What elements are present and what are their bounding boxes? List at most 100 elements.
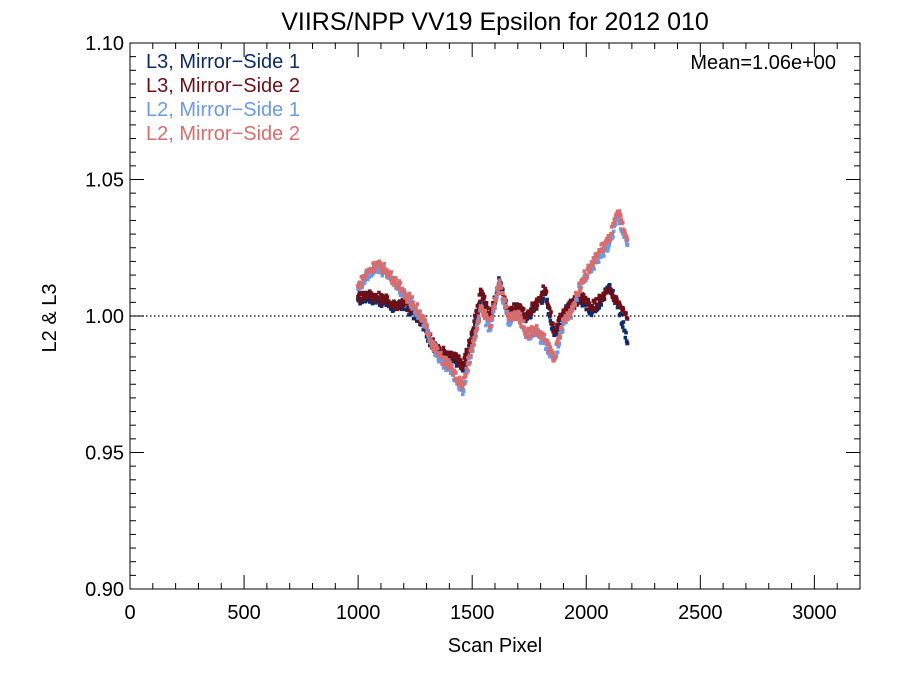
- data-point-fill: [382, 294, 386, 299]
- y-tick-label: 1.05: [85, 170, 124, 192]
- data-point-fill: [514, 306, 519, 310]
- data-point-fill: [545, 339, 550, 343]
- data-point-fill: [490, 314, 495, 319]
- data-point-fill: [391, 308, 396, 312]
- data-point-fill: [439, 358, 443, 362]
- data-point-fill: [418, 309, 422, 313]
- data-point-fill: [421, 327, 426, 332]
- data-point-fill: [481, 313, 486, 318]
- data-point-fill: [516, 309, 521, 314]
- data-point: [488, 314, 493, 318]
- data-point-fill: [362, 291, 367, 295]
- y-tick-label: 1.00: [85, 306, 124, 328]
- data-point-fill: [588, 268, 592, 272]
- data-point-fill: [411, 316, 416, 321]
- data-point-fill: [406, 300, 411, 305]
- data-point-fill: [476, 314, 481, 318]
- data-point-fill: [529, 336, 533, 341]
- data-point-fill: [484, 312, 489, 317]
- data-point-fill: [590, 265, 594, 269]
- data-point-fill: [441, 345, 446, 350]
- data-point-fill: [573, 303, 577, 307]
- data-point-fill: [435, 346, 440, 351]
- data-point-fill: [487, 310, 492, 315]
- data-point-fill: [615, 297, 619, 301]
- data-point-fill: [370, 295, 374, 300]
- y-tick-label: 1.10: [85, 33, 124, 55]
- data-point-fill: [618, 303, 622, 308]
- data-point-fill: [589, 313, 594, 318]
- data-point-fill: [366, 277, 370, 282]
- data-point-fill: [478, 299, 482, 304]
- data-point-fill: [466, 347, 471, 352]
- data-point-fill: [482, 296, 486, 301]
- data-point-fill: [555, 341, 559, 345]
- data-point-fill: [469, 347, 474, 352]
- data-point-fill: [556, 328, 561, 332]
- data-point-fill: [370, 298, 375, 303]
- data-point-fill: [463, 374, 468, 379]
- data-point-fill: [618, 311, 623, 316]
- data-point-fill: [471, 343, 476, 347]
- data-point-fill: [620, 325, 625, 329]
- data-point-fill: [529, 328, 533, 332]
- data-point-fill: [547, 315, 552, 319]
- data-point-fill: [563, 306, 568, 311]
- data-point-fill: [587, 301, 592, 306]
- data-point-fill: [413, 307, 417, 311]
- data-point-fill: [600, 241, 605, 246]
- data-point-fill: [613, 220, 617, 225]
- data-point-fill: [362, 293, 366, 297]
- data-point-fill: [607, 239, 612, 244]
- data-point-fill: [545, 297, 549, 302]
- data-point: [561, 322, 566, 327]
- data-point-fill: [536, 296, 541, 300]
- data-point-fill: [575, 303, 579, 307]
- data-point-fill: [486, 316, 490, 320]
- data-point-fill: [541, 284, 546, 289]
- data-point-fill: [619, 217, 624, 222]
- data-point-fill: [420, 317, 425, 322]
- data-point-fill: [481, 292, 486, 297]
- data-point-fill: [530, 304, 534, 309]
- data-point-fill: [568, 305, 572, 310]
- data-point-fill: [513, 310, 518, 314]
- y-axis: 0.90 0.95 1.00 1.05 1.10: [85, 33, 860, 601]
- x-tick-label: 1000: [336, 602, 381, 624]
- data-point-fill: [483, 304, 488, 309]
- data-point-fill: [472, 319, 476, 324]
- data-point-fill: [376, 270, 381, 275]
- data-point: [461, 368, 466, 373]
- data-point: [579, 294, 584, 299]
- data-point-fill: [382, 261, 386, 266]
- data-point-fill: [621, 307, 626, 311]
- data-point-fill: [495, 292, 500, 297]
- data-point-fill: [454, 353, 459, 358]
- data-point-fill: [566, 306, 570, 311]
- data-point-fill: [484, 323, 488, 328]
- data-point-fill: [519, 315, 523, 320]
- data-point-fill: [551, 325, 556, 330]
- data-point-fill: [527, 310, 532, 314]
- data-point-fill: [534, 324, 539, 328]
- data-point: [506, 319, 511, 324]
- data-point-fill: [544, 289, 549, 294]
- data-point-fill: [536, 333, 541, 338]
- data-point-fill: [426, 332, 430, 337]
- data-point-fill: [458, 363, 462, 367]
- data-point: [625, 243, 630, 248]
- series-4: [356, 209, 630, 391]
- data-point-fill: [596, 250, 601, 255]
- data-point-fill: [521, 319, 526, 323]
- data-point-fill: [399, 307, 404, 312]
- data-point-fill: [443, 361, 448, 366]
- data-point-fill: [439, 350, 443, 355]
- data-point-fill: [391, 275, 396, 280]
- data-point-fill: [398, 300, 402, 305]
- data-point-fill: [593, 307, 598, 311]
- data-point-fill: [599, 303, 604, 307]
- legend-entry: L2, Mirror−Side 1: [146, 99, 300, 121]
- data-point-fill: [486, 322, 490, 326]
- data-point-fill: [477, 319, 482, 324]
- data-point-fill: [567, 300, 572, 305]
